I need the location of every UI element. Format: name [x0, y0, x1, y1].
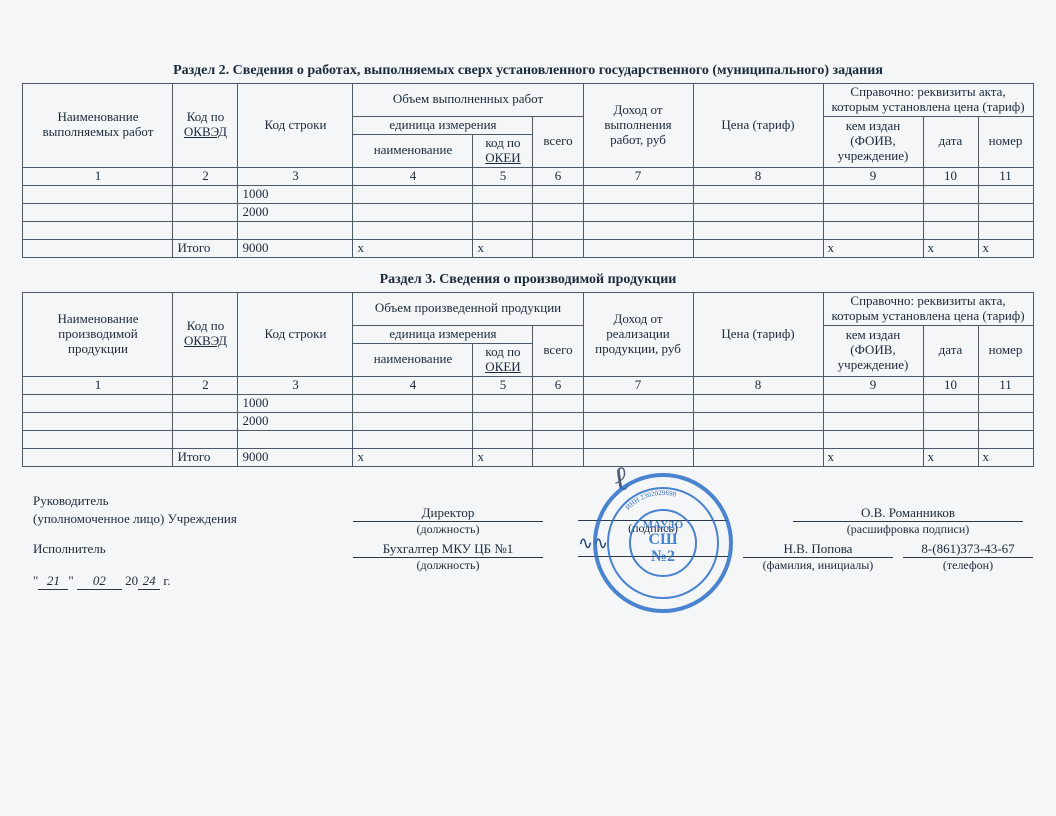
stamp-icon: ℓ ИНН 2302029698 МАУДО СШ №2	[593, 473, 733, 613]
s2-h-c1: Наименование выполняемых работ	[23, 84, 173, 168]
s2-h-c7b: дата	[923, 116, 978, 167]
s3-h-c7: Справочно: реквизиты акта, которым устан…	[823, 292, 1033, 325]
s2-h-c7a: кем издан (ФОИВ, учреждение)	[823, 116, 923, 167]
okved-link[interactable]: ОКВЭД	[184, 124, 227, 139]
sig-name2: Н.В. Попова 8-(861)373-43-67 (фамилия, и…	[743, 541, 1033, 573]
section2-title: Раздел 2. Сведения о работах, выполняемы…	[20, 63, 1036, 79]
s2-colnum-row: 1 2 3 4 5 6 7 8 9 10 11	[23, 167, 1033, 185]
s2-h-c4a2: код по ОКЕИ	[473, 134, 533, 167]
table-row	[23, 221, 1033, 239]
s3-h-c6: Цена (тариф)	[693, 292, 823, 376]
s3-h-c5: Доход от реализации продукции, руб	[583, 292, 693, 376]
section2-table: Наименование выполняемых работ Код по ОК…	[22, 83, 1033, 258]
s2-h-c4a: единица измерения	[353, 116, 533, 134]
okved-link[interactable]: ОКВЭД	[184, 333, 227, 348]
s3-h-c4b: всего	[533, 325, 583, 376]
s2-h-c5: Доход от выполнения работ, руб	[583, 84, 693, 168]
s2-h-c3: Код строки	[238, 84, 353, 168]
okei-link[interactable]: ОКЕИ	[485, 150, 520, 165]
sig-name1: О.В. Романников (расшифровка подписи)	[793, 505, 1023, 537]
s2-h-c7c: номер	[978, 116, 1033, 167]
sig-date: "21" 02 2024 г.	[33, 573, 171, 590]
signature-area: Руководитель (уполномоченное лицо) Учреж…	[23, 491, 1033, 651]
s3-h-c2: Код по ОКВЭД	[173, 292, 238, 376]
sig-role1: Директор (должность)	[353, 505, 543, 537]
s3-h-c4a: единица измерения	[353, 325, 533, 343]
s2-h-c4b: всего	[533, 116, 583, 167]
table-row-total: Итого 9000 x x x x x	[23, 448, 1033, 466]
s3-h-c1: Наименование производимой продукции	[23, 292, 173, 376]
table-row: 1000	[23, 185, 1033, 203]
s3-h-c7a: кем издан (ФОИВ, учреждение)	[823, 325, 923, 376]
table-row: 1000	[23, 394, 1033, 412]
sig-role2: Бухгалтер МКУ ЦБ №1 (должность)	[353, 541, 543, 573]
s3-h-c4a2: код по ОКЕИ	[473, 343, 533, 376]
section3-table: Наименование производимой продукции Код …	[22, 292, 1033, 467]
table-row-total: Итого 9000 x x x x x	[23, 239, 1033, 257]
sig-left-labels: Руководитель (уполномоченное лицо) Учреж…	[33, 491, 313, 559]
s3-h-c7c: номер	[978, 325, 1033, 376]
table-row: 2000	[23, 203, 1033, 221]
section3-title: Раздел 3. Сведения о производимой продук…	[20, 272, 1036, 288]
okei-link[interactable]: ОКЕИ	[485, 359, 520, 374]
s2-h-c2: Код по ОКВЭД	[173, 84, 238, 168]
s3-h-c7b: дата	[923, 325, 978, 376]
svg-text:ИНН 2302029698: ИНН 2302029698	[624, 488, 678, 511]
table-row: 2000	[23, 412, 1033, 430]
s2-h-c7: Справочно: реквизиты акта, которым устан…	[823, 84, 1033, 117]
s2-h-c4: Объем выполненных работ	[353, 84, 583, 117]
s3-colnum-row: 1 2 3 4 5 6 7 8 9 10 11	[23, 376, 1033, 394]
s3-h-c4: Объем произведенной продукции	[353, 292, 583, 325]
s3-h-c4a1: наименование	[353, 343, 473, 376]
s2-h-c6: Цена (тариф)	[693, 84, 823, 168]
s3-h-c3: Код строки	[238, 292, 353, 376]
s2-h-c4a1: наименование	[353, 134, 473, 167]
table-row	[23, 430, 1033, 448]
